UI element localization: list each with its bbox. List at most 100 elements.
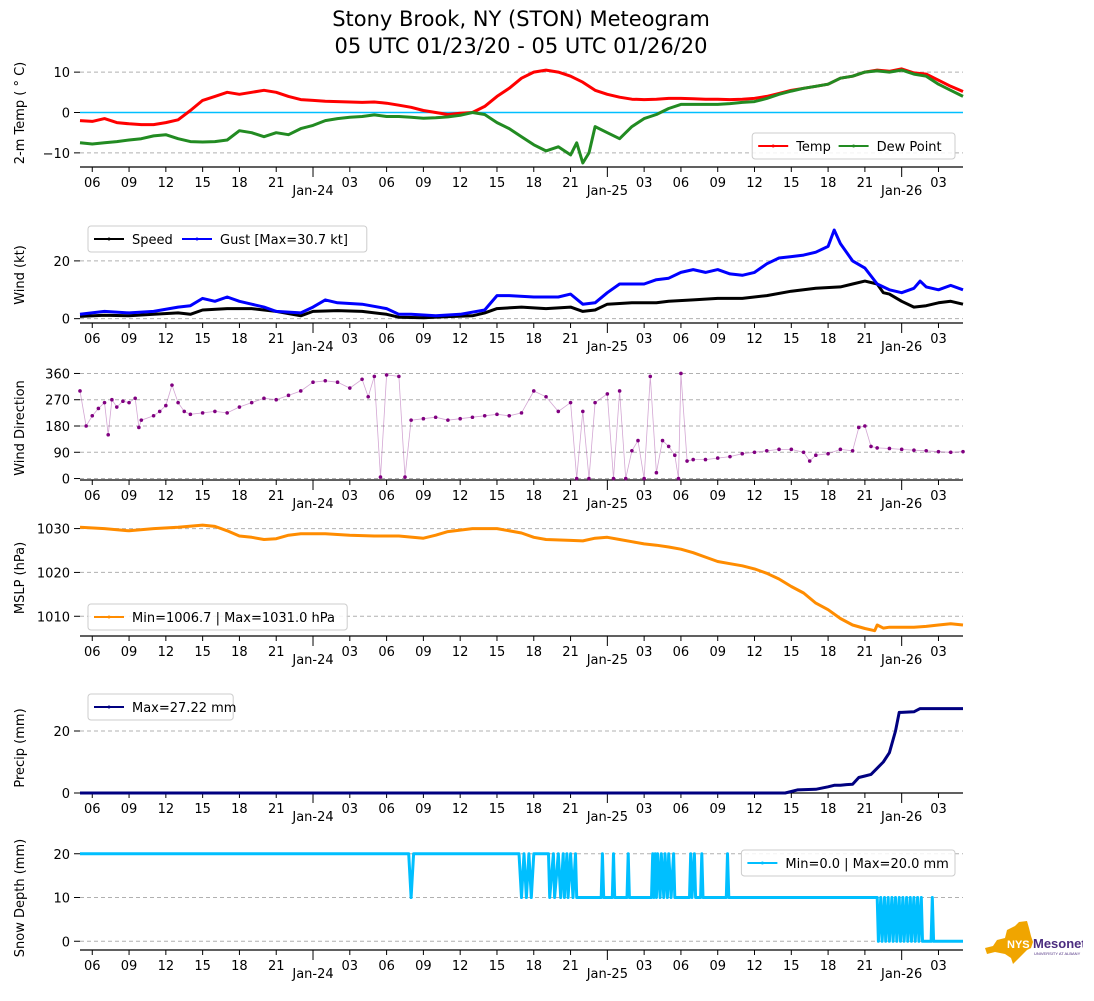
x-tick-label: 06 (673, 645, 690, 660)
x-date-label: Jan-26 (880, 653, 922, 668)
x-tick-label: 18 (525, 802, 542, 817)
x-date-label: Jan-26 (880, 810, 922, 825)
x-tick-label: 21 (857, 802, 874, 817)
x-date-label: Jan-25 (586, 810, 628, 825)
nys-mesonet-logo: NYS Mesonet UNIVERSITY AT ALBANY (983, 920, 1086, 968)
x-tick-label: 18 (525, 959, 542, 974)
data-point (574, 476, 579, 481)
x-tick-label: 09 (121, 332, 138, 347)
x-tick-label: 15 (194, 489, 211, 504)
data-point (752, 450, 757, 455)
new-york-state-icon (985, 921, 1033, 964)
x-tick-label: 21 (268, 489, 285, 504)
data-point (519, 411, 524, 415)
legend-box (87, 603, 348, 631)
data-point (556, 409, 561, 414)
data-point (421, 416, 426, 421)
legend-box (87, 225, 368, 253)
x-tick-label: 09 (709, 645, 726, 660)
data-point (869, 444, 873, 449)
x-tick-label: 09 (121, 959, 138, 974)
x-tick-label: 18 (820, 489, 837, 504)
x-tick-label: 09 (415, 645, 432, 660)
x-tick-label: 15 (194, 176, 211, 191)
x-tick-label: 18 (525, 176, 542, 191)
logo-graphic: NYS Mesonet UNIVERSITY AT ALBANY (985, 921, 1086, 964)
x-tick-label: 03 (636, 645, 653, 660)
data-point (611, 476, 616, 481)
x-tick-label: 18 (231, 802, 248, 817)
x-tick-label: 06 (378, 176, 395, 191)
x-tick-label: 09 (415, 332, 432, 347)
x-tick-label: 09 (415, 489, 432, 504)
x-tick-label: 09 (121, 489, 138, 504)
x-date-label: Jan-24 (291, 340, 333, 355)
x-tick-label: 06 (84, 489, 101, 504)
data-point (495, 412, 499, 417)
y-tick-label: 180 (45, 420, 70, 435)
data-point (157, 409, 162, 414)
x-tick-label: 03 (342, 176, 359, 191)
legend-marker (852, 144, 856, 148)
data-point (137, 425, 141, 430)
x-date-label: Jan-24 (291, 810, 333, 825)
data-point (151, 413, 156, 418)
data-point (642, 476, 646, 481)
data-point (323, 378, 328, 383)
x-tick-label: 12 (158, 959, 175, 974)
x-date-label: Jan-26 (880, 340, 922, 355)
x-tick-label: 06 (673, 802, 690, 817)
data-point (213, 409, 217, 414)
data-point (378, 475, 383, 479)
data-point (164, 403, 168, 408)
x-tick-label: 06 (378, 959, 395, 974)
x-date-label: Jan-25 (586, 340, 628, 355)
data-point (789, 447, 794, 452)
x-tick-label: 03 (930, 332, 947, 347)
data-point (200, 411, 205, 415)
data-point (366, 395, 371, 399)
x-tick-label: 12 (452, 645, 469, 660)
data-point (672, 453, 677, 457)
data-point (587, 476, 591, 481)
x-tick-label: 21 (562, 332, 579, 347)
x-tick-label: 12 (746, 176, 763, 191)
x-tick-label: 03 (636, 802, 653, 817)
y-tick-label: 270 (45, 394, 70, 409)
data-point (249, 400, 254, 405)
y-tick-label: 10 (53, 66, 70, 81)
x-tick-label: 12 (452, 959, 469, 974)
data-point (814, 453, 818, 457)
x-tick-label: 12 (452, 176, 469, 191)
legend-label: Min=1006.7 | Max=1031.0 hPa (132, 611, 335, 626)
data-point (636, 438, 640, 443)
panel-precip: 0 20 06 09 12 15 18 21 03 06 09 12 15 18 21 03 06 09 12 15 1… (13, 693, 963, 825)
data-point (728, 454, 732, 459)
x-tick-label: 18 (231, 959, 248, 974)
x-tick-label: 21 (562, 489, 579, 504)
data-point (948, 450, 953, 455)
x-tick-label: 12 (158, 176, 175, 191)
data-point (740, 451, 745, 456)
x-tick-label: 12 (452, 489, 469, 504)
x-tick-label: 18 (525, 332, 542, 347)
x-tick-label: 03 (636, 489, 653, 504)
data-point (409, 418, 413, 422)
data-point (660, 438, 665, 443)
data-point (182, 409, 187, 414)
x-tick-label: 06 (84, 802, 101, 817)
data-point (237, 405, 242, 409)
x-tick-label: 06 (84, 176, 101, 191)
data-point (593, 400, 597, 405)
data-point (648, 374, 653, 379)
x-tick-label: 18 (231, 489, 248, 504)
x-tick-label: 12 (158, 802, 175, 817)
x-tick-label: 15 (783, 176, 800, 191)
data-point (654, 470, 659, 475)
data-point (262, 396, 266, 401)
x-tick-label: 15 (489, 489, 506, 504)
data-point (676, 476, 681, 481)
x-tick-label: 03 (636, 176, 653, 191)
x-date-label: Jan-26 (880, 967, 922, 982)
